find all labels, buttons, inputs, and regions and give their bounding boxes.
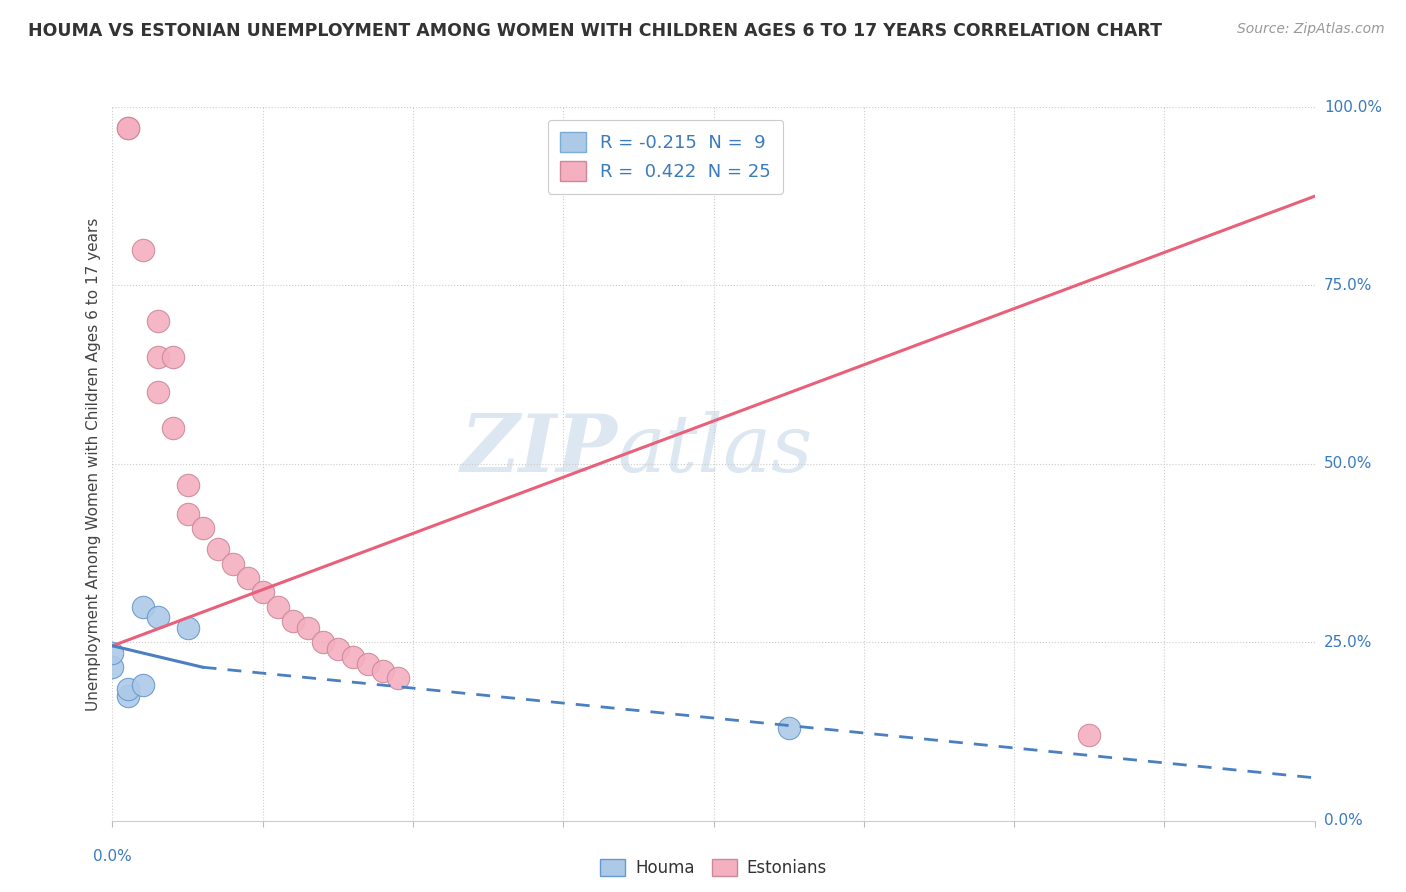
Point: [162, 350, 184, 364]
Point: [371, 664, 394, 678]
Point: [281, 614, 304, 628]
Point: [236, 571, 259, 585]
Point: [252, 585, 274, 599]
Point: [1078, 728, 1101, 742]
Point: [146, 610, 169, 624]
Point: [131, 599, 153, 614]
Text: 0.0%: 0.0%: [1324, 814, 1362, 828]
Point: [312, 635, 335, 649]
Point: [387, 671, 409, 685]
Point: [131, 243, 153, 257]
Point: [117, 681, 139, 696]
Y-axis label: Unemployment Among Women with Children Ages 6 to 17 years: Unemployment Among Women with Children A…: [86, 217, 101, 711]
Text: 100.0%: 100.0%: [1324, 100, 1382, 114]
Text: Source: ZipAtlas.com: Source: ZipAtlas.com: [1237, 22, 1385, 37]
Text: 75.0%: 75.0%: [1324, 278, 1372, 293]
Point: [101, 646, 124, 660]
Point: [146, 314, 169, 328]
Text: 0.0%: 0.0%: [93, 849, 132, 864]
Point: [176, 621, 198, 635]
Point: [146, 350, 169, 364]
Point: [222, 557, 245, 571]
Point: [207, 542, 229, 557]
Point: [357, 657, 380, 671]
Text: HOUMA VS ESTONIAN UNEMPLOYMENT AMONG WOMEN WITH CHILDREN AGES 6 TO 17 YEARS CORR: HOUMA VS ESTONIAN UNEMPLOYMENT AMONG WOM…: [28, 22, 1163, 40]
Point: [117, 121, 139, 136]
Point: [117, 689, 139, 703]
Text: atlas: atlas: [617, 411, 813, 488]
Point: [117, 121, 139, 136]
Text: ZIP: ZIP: [461, 411, 617, 488]
Point: [267, 599, 290, 614]
Point: [101, 660, 124, 674]
Point: [176, 507, 198, 521]
Point: [176, 478, 198, 492]
Text: 25.0%: 25.0%: [1324, 635, 1372, 649]
Point: [778, 721, 800, 735]
Point: [146, 385, 169, 400]
Point: [162, 421, 184, 435]
Point: [297, 621, 319, 635]
Point: [342, 649, 364, 664]
Legend: Houma, Estonians: Houma, Estonians: [593, 852, 834, 884]
Text: 50.0%: 50.0%: [1324, 457, 1372, 471]
Point: [191, 521, 214, 535]
Point: [326, 642, 349, 657]
Point: [131, 678, 153, 692]
